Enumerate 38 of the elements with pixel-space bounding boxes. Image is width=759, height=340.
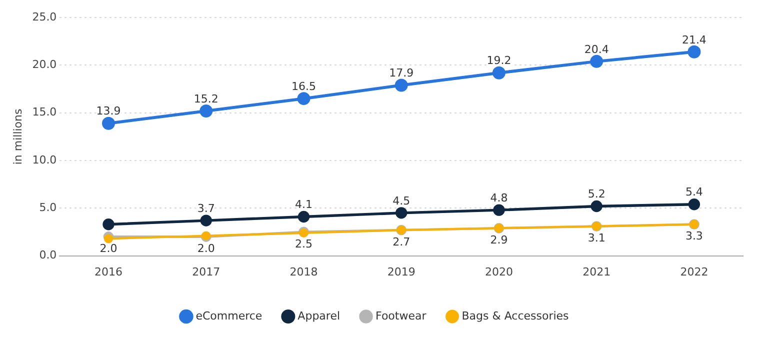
data-label: 5.2	[588, 188, 606, 201]
data-label: 2.7	[392, 235, 410, 248]
data-label: 4.5	[392, 194, 410, 208]
legend-label: eCommerce	[196, 309, 262, 322]
data-label: 19.2	[486, 54, 512, 68]
data-label: 2.0	[100, 242, 118, 256]
data-label: 2.0	[197, 242, 215, 256]
data-label: 16.5	[291, 80, 316, 93]
data-label: 4.8	[490, 191, 508, 204]
y-tick-label: 25.0	[32, 10, 57, 24]
data-label: 21.4	[682, 33, 706, 46]
data-label: 20.4	[584, 42, 609, 56]
data-label: 13.9	[96, 104, 121, 118]
data-label: 3.3	[685, 230, 703, 243]
x-tick-label: 2019	[387, 265, 416, 278]
x-tick-label: 2022	[680, 265, 708, 278]
data-label: 3.1	[588, 232, 606, 245]
legend-label: Bags & Accessories	[462, 309, 570, 322]
data-label: 3.7	[197, 202, 215, 215]
y-tick-label: 10.0	[32, 153, 57, 166]
y-axis-title: in millions	[11, 108, 24, 165]
data-label: 4.1	[294, 198, 312, 212]
x-tick-label: 2018	[290, 265, 318, 278]
data-label: 17.9	[389, 66, 414, 80]
data-label: 5.4	[685, 186, 703, 199]
data-label: 2.9	[490, 234, 508, 247]
y-tick-label: 5.0	[39, 201, 57, 214]
legend-label: Footwear	[376, 309, 427, 322]
x-tick-label: 2021	[582, 265, 611, 278]
data-label: 15.2	[194, 92, 218, 106]
y-tick-label: 0.0	[39, 248, 57, 262]
data-label: 2.5	[294, 237, 312, 250]
y-tick-label: 20.0	[32, 58, 57, 72]
y-tick-label: 15.0	[32, 106, 57, 119]
x-tick-label: 2016	[94, 265, 122, 278]
x-tick-label: 2020	[484, 265, 513, 278]
x-tick-label: 2017	[192, 265, 220, 278]
legend-label: Apparel	[298, 309, 340, 322]
